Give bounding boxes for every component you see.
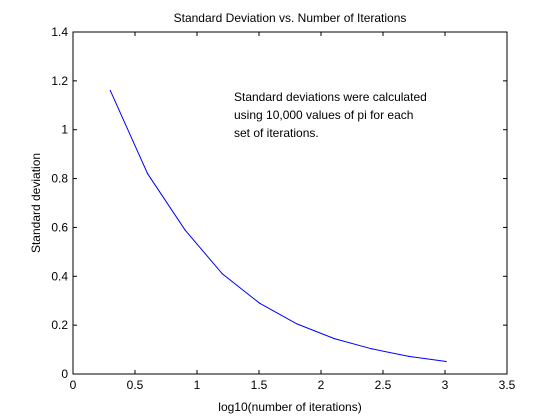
y-tick-label: 0.4 — [51, 269, 68, 283]
annotation: Standard deviations were calculated usin… — [234, 90, 427, 140]
data-point — [408, 355, 410, 358]
x-tick-label: 3 — [442, 378, 449, 392]
annotation-line-3: set of iterations. — [234, 126, 319, 140]
data-point — [333, 337, 335, 340]
x-tick-label: 1.5 — [251, 378, 268, 392]
annotation-line-2: using 10,000 values of pi for each — [234, 108, 413, 122]
y-axis-label: Standard deviation — [29, 153, 43, 253]
plot-area — [72, 31, 508, 375]
y-axis-ticks: 0 0.2 0.4 0.6 0.8 1 1.2 1.4 — [51, 25, 507, 381]
x-tick-label: 1 — [194, 378, 201, 392]
annotation-line-1: Standard deviations were calculated — [234, 90, 427, 104]
data-point — [259, 302, 261, 304]
x-tick-label: 0.5 — [127, 378, 144, 392]
data-point — [184, 229, 186, 231]
x-tick-label: 3.5 — [499, 378, 516, 392]
y-tick-label: 0.2 — [51, 318, 68, 332]
data-point — [221, 273, 223, 275]
y-tick-label: 0 — [61, 367, 68, 381]
x-axis-label: log10(number of iterations) — [218, 400, 361, 414]
y-tick-label: 1 — [61, 123, 68, 137]
data-point — [370, 348, 373, 350]
x-tick-label: 0 — [70, 378, 77, 392]
data-point — [296, 323, 298, 325]
x-tick-label: 2 — [318, 378, 325, 392]
chart-title: Standard Deviation vs. Number of Iterati… — [174, 11, 407, 25]
x-tick-label: 2.5 — [375, 378, 392, 392]
y-tick-label: 0.8 — [51, 172, 68, 186]
data-point — [147, 173, 149, 175]
series-line — [109, 90, 447, 362]
series-layer — [109, 90, 447, 363]
x-axis-ticks: 0 0.5 1 1.5 2 2.5 3 3.5 — [70, 32, 516, 392]
y-tick-label: 0.6 — [51, 220, 68, 234]
data-point — [109, 90, 111, 92]
y-tick-label: 1.2 — [51, 74, 68, 88]
y-tick-label: 1.4 — [51, 25, 68, 39]
data-point — [445, 360, 447, 363]
